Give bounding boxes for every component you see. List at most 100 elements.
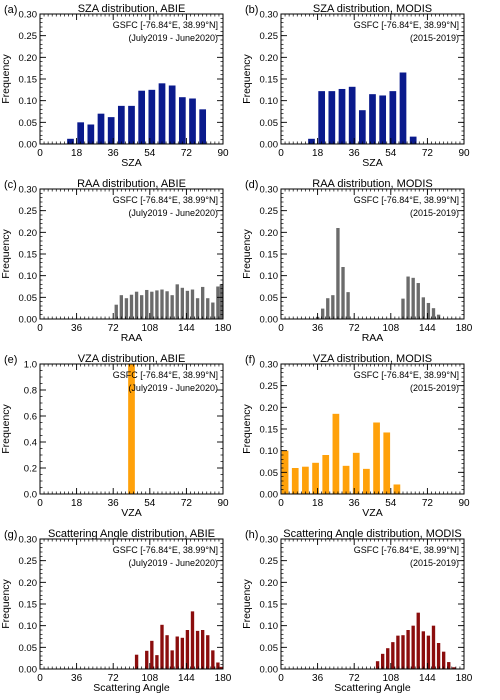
bar: [308, 138, 315, 144]
x-tick-label: 144: [178, 323, 195, 334]
bar: [328, 91, 336, 144]
y-tick-label: 0.15: [260, 425, 279, 436]
y-tick-label: 0.30: [19, 10, 38, 21]
x-tick-label: 72: [181, 148, 193, 159]
bar: [409, 136, 417, 144]
y-tick-label: 0.8: [24, 386, 37, 397]
chart-title: RAA distribution, MODIS: [312, 178, 432, 190]
y-tick-label: 0.00: [260, 490, 279, 501]
y-tick-label: 0.05: [19, 643, 38, 654]
x-tick-label: 36: [349, 498, 361, 509]
bar: [134, 291, 139, 319]
x-axis-label: Scattering Angle: [334, 682, 411, 694]
x-tick-label: 54: [144, 148, 156, 159]
bar: [190, 289, 195, 319]
location-annotation: GSFC [-76.84°E, 38.99°N]: [113, 20, 218, 30]
bar: [386, 648, 390, 669]
x-tick-label: 72: [108, 673, 120, 684]
bar: [379, 95, 387, 144]
x-tick-label: 90: [458, 148, 470, 159]
bar: [138, 90, 146, 144]
bar: [389, 91, 397, 144]
period-annotation: (2015-2019): [410, 383, 459, 393]
bar: [129, 294, 134, 319]
bar: [77, 122, 85, 144]
x-axis-label: RAA: [362, 332, 384, 344]
x-tick-label: 36: [312, 323, 324, 334]
x-tick-label: 108: [141, 323, 158, 334]
bar: [97, 113, 105, 144]
x-tick-label: 72: [181, 498, 193, 509]
chart-panel: (d) RAA distribution, MODIS 0 36 72 108 144 180…: [241, 178, 473, 344]
y-tick-label: 0.30: [19, 535, 38, 546]
y-tick-label: 0.05: [260, 643, 279, 654]
bar: [87, 124, 95, 144]
y-tick-label: 0.05: [19, 118, 38, 129]
bar: [332, 413, 340, 494]
chart-panel: (h) Scattering Angle distribution, MODIS 0…: [241, 528, 473, 694]
x-tick-label: 54: [144, 498, 156, 509]
x-tick-label: 54: [385, 148, 397, 159]
panel-label: (b): [245, 4, 258, 16]
y-tick-label: 0.25: [19, 31, 38, 42]
y-tick-label: 0.25: [260, 381, 279, 392]
bar: [155, 655, 159, 669]
bar: [145, 650, 149, 669]
y-axis-label: Frequency: [0, 403, 12, 453]
bar: [150, 291, 154, 319]
y-tick-label: 0.10: [260, 96, 279, 107]
bar: [114, 304, 118, 319]
chart-panel: (f) VZA distribution, MODIS 0 18 36 54 72 90 0.0…: [241, 353, 470, 519]
y-axis-label: Frequency: [0, 578, 12, 628]
bar: [318, 91, 326, 144]
bar: [107, 117, 115, 144]
bar: [195, 298, 200, 319]
y-tick-label: 0.0: [24, 490, 37, 501]
location-annotation: GSFC [-76.84°E, 38.99°N]: [354, 545, 459, 555]
chart-panel: (g) Scattering Angle distribution, ABIE 0 3…: [0, 528, 232, 694]
bar: [399, 72, 407, 144]
bar: [155, 290, 159, 319]
bar: [160, 624, 164, 669]
bar: [452, 667, 456, 669]
y-tick-label: 0.00: [19, 140, 38, 151]
bar: [219, 666, 223, 669]
y-tick-label: 1.0: [24, 360, 37, 371]
y-axis-label: Frequency: [241, 228, 253, 278]
x-tick-label: 72: [108, 323, 120, 334]
bar: [396, 635, 400, 669]
bar: [341, 267, 345, 319]
bar: [436, 314, 441, 319]
y-tick-label: 0.10: [19, 96, 38, 107]
bar: [406, 630, 410, 669]
y-tick-label: 0.00: [260, 315, 279, 326]
bar: [165, 291, 169, 319]
y-tick-label: 0.15: [260, 75, 279, 86]
bar: [199, 109, 207, 144]
x-axis-label: RAA: [121, 332, 143, 344]
x-tick-label: 72: [422, 148, 434, 159]
x-tick-label: 0: [278, 673, 284, 684]
bar: [170, 295, 174, 319]
bar: [411, 625, 415, 669]
chart-title: SZA distribution, MODIS: [313, 3, 432, 15]
bar: [145, 289, 149, 319]
x-tick-label: 18: [71, 498, 83, 509]
bar: [189, 98, 196, 144]
y-tick-label: 0.15: [260, 250, 279, 261]
bar: [369, 94, 376, 144]
location-annotation: GSFC [-76.84°E, 38.99°N]: [113, 370, 218, 380]
period-annotation: (July2019 - June2020): [128, 558, 218, 568]
y-tick-label: 0.2: [24, 464, 37, 475]
bar: [216, 286, 220, 319]
x-tick-label: 180: [215, 323, 232, 334]
location-annotation: GSFC [-76.84°E, 38.99°N]: [113, 545, 218, 555]
y-tick-label: 0.30: [260, 10, 279, 21]
bar: [211, 302, 215, 319]
panel-label: (h): [245, 529, 258, 541]
bar: [195, 630, 200, 669]
period-annotation: (2015-2019): [410, 33, 459, 43]
x-tick-label: 0: [37, 323, 43, 334]
chart-title: VZA distribution, MODIS: [313, 353, 432, 365]
y-tick-label: 0.25: [260, 31, 279, 42]
